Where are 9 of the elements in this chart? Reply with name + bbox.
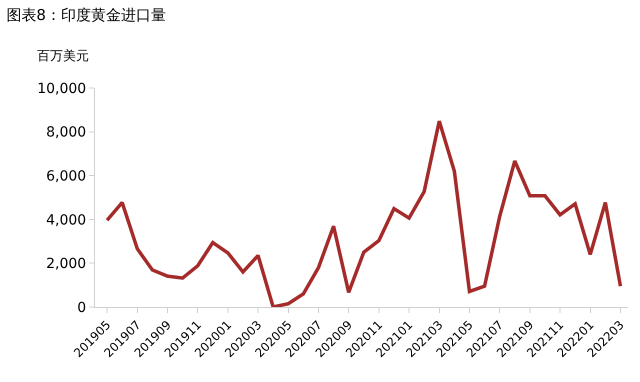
y-tick-label: 0 bbox=[77, 300, 86, 316]
y-tick-label: 2,000 bbox=[46, 256, 86, 272]
y-tick-label: 6,000 bbox=[46, 168, 86, 184]
y-tick-label: 10,000 bbox=[37, 80, 86, 97]
chart-title: 图表8：印度黄金进口量 bbox=[6, 6, 166, 24]
y-tick-label: 8,000 bbox=[46, 124, 86, 141]
y-tick-label: 4,000 bbox=[46, 212, 86, 228]
line-series bbox=[105, 119, 622, 307]
y-axis-title: 百万美元 bbox=[37, 48, 89, 64]
